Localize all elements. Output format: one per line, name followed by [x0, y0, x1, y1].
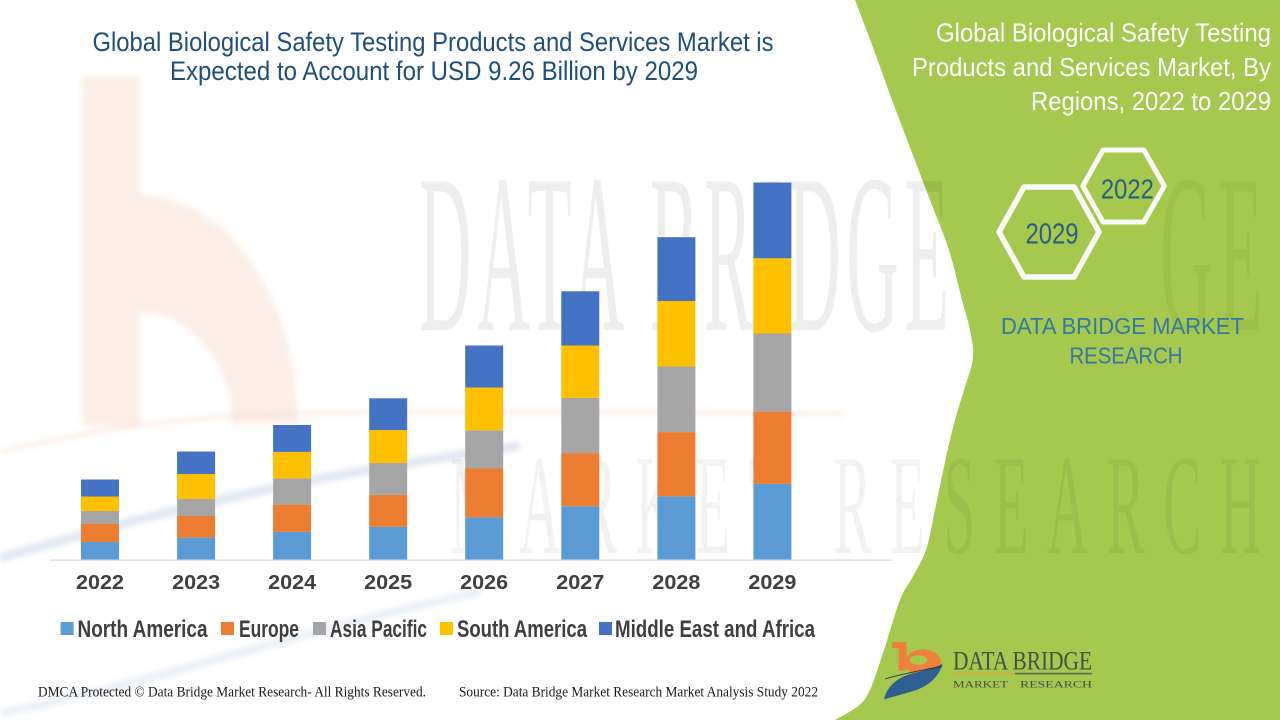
svg-text:Expected to Account for USD 9.: Expected to Account for USD 9.26 Billion… [170, 56, 698, 86]
svg-text:Global Biological Safety Testi: Global Biological Safety Testing Product… [93, 27, 774, 57]
svg-text:DATA BRIDGE MARKET: DATA BRIDGE MARKET [1001, 313, 1244, 339]
svg-text:RESEARCH: RESEARCH [1020, 680, 1093, 690]
svg-text:2029: 2029 [1026, 218, 1079, 250]
svg-text:2025: 2025 [364, 572, 412, 594]
svg-text:North America: North America [78, 616, 209, 643]
svg-text:Global Biological Safety Testi: Global Biological Safety Testing [936, 18, 1271, 48]
svg-text:Source: Data Bridge Market Res: Source: Data Bridge Market Research Mark… [459, 685, 818, 701]
svg-text:DMCA Protected © Data Bridge M: DMCA Protected © Data Bridge Market Rese… [38, 685, 426, 701]
svg-text:South America: South America [457, 616, 588, 643]
svg-text:MARKET: MARKET [953, 680, 1009, 690]
svg-text:2022: 2022 [1101, 174, 1154, 205]
svg-text:2028: 2028 [652, 572, 700, 594]
svg-text:Regions, 2022 to 2029: Regions, 2022 to 2029 [1031, 86, 1271, 116]
svg-text:DATA BRIDGE: DATA BRIDGE [953, 646, 1092, 675]
svg-text:Middle East and Africa: Middle East and Africa [615, 616, 816, 643]
svg-text:2027: 2027 [556, 572, 604, 594]
svg-text:2024: 2024 [268, 572, 317, 594]
svg-text:RESEARCH: RESEARCH [1070, 343, 1183, 369]
svg-text:2023: 2023 [172, 572, 220, 594]
svg-text:Europe: Europe [239, 616, 299, 643]
svg-text:2029: 2029 [748, 572, 796, 594]
svg-text:Products and Services Market,: Products and Services Market, By [912, 52, 1271, 82]
svg-text:2022: 2022 [76, 572, 124, 594]
svg-text:2026: 2026 [460, 572, 508, 594]
svg-text:Asia Pacific: Asia Pacific [330, 616, 427, 643]
